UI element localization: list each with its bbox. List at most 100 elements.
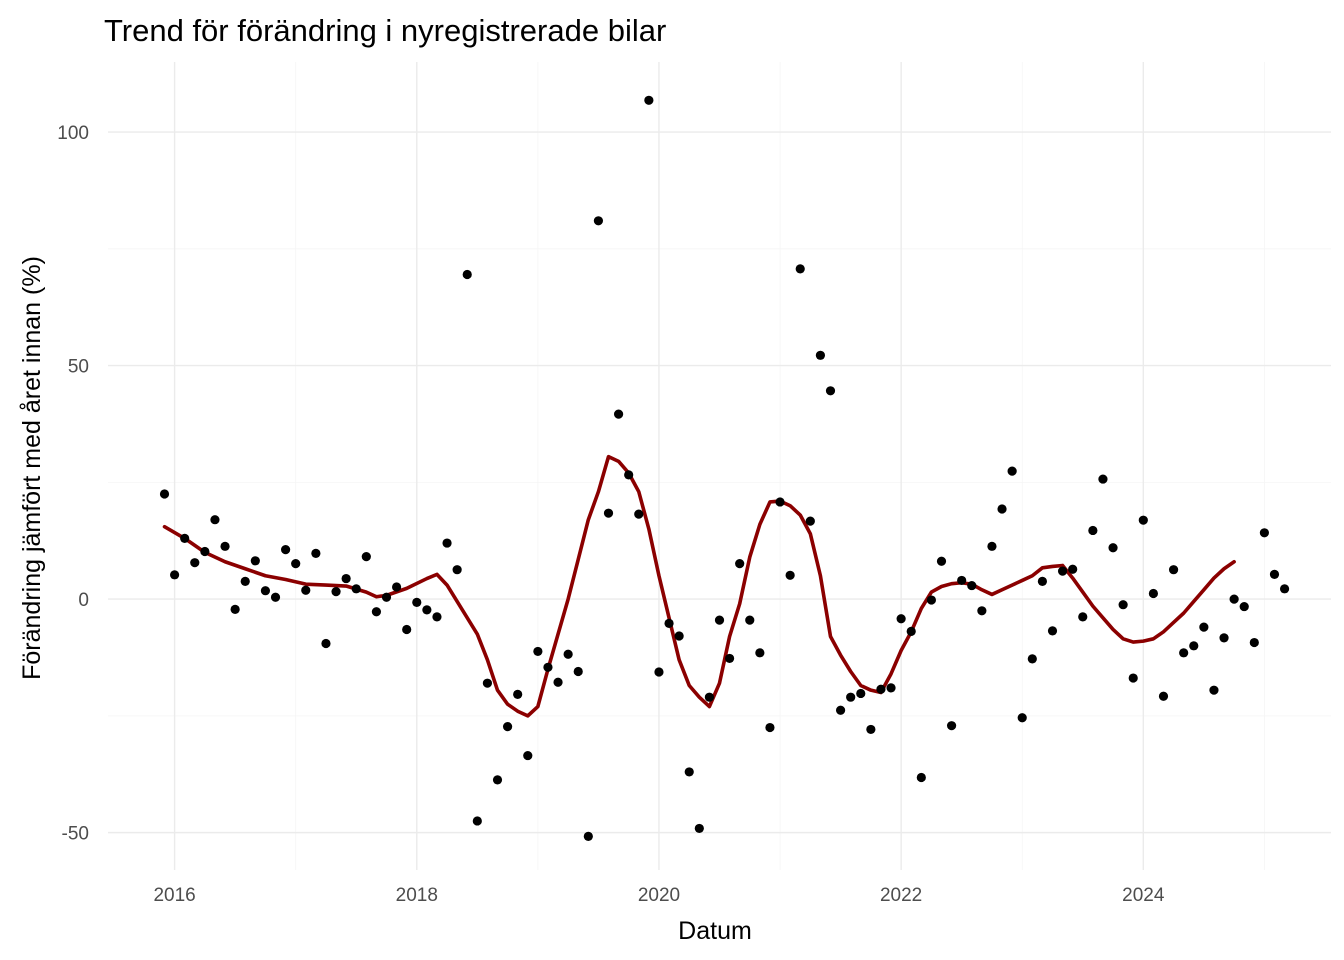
data-point bbox=[250, 556, 260, 566]
data-point bbox=[331, 587, 341, 597]
data-point bbox=[1148, 588, 1158, 599]
data-point bbox=[755, 648, 765, 658]
data-point bbox=[422, 605, 432, 615]
data-point bbox=[593, 216, 604, 226]
data-point bbox=[533, 646, 543, 657]
data-point bbox=[1158, 691, 1169, 701]
trend-layer bbox=[162, 454, 1236, 718]
x-tick-label: 2022 bbox=[880, 885, 922, 906]
data-point bbox=[946, 721, 957, 731]
data-point bbox=[866, 724, 876, 735]
data-point bbox=[402, 624, 412, 635]
data-point bbox=[684, 767, 694, 777]
data-point bbox=[906, 626, 916, 636]
data-point bbox=[180, 533, 190, 543]
data-point bbox=[1108, 543, 1118, 553]
data-point bbox=[745, 615, 755, 625]
data-point bbox=[311, 548, 321, 558]
data-point bbox=[492, 775, 503, 785]
data-point bbox=[1219, 633, 1229, 643]
data-point bbox=[775, 497, 785, 507]
data-point bbox=[704, 692, 715, 702]
data-point bbox=[977, 606, 987, 616]
data-point bbox=[1027, 654, 1037, 664]
data-point bbox=[553, 677, 563, 687]
trend-line bbox=[162, 454, 1236, 718]
data-point bbox=[1118, 600, 1128, 610]
data-point bbox=[987, 541, 997, 551]
y-tick-label: 50 bbox=[68, 357, 89, 378]
data-point bbox=[856, 688, 866, 699]
data-point bbox=[281, 545, 291, 555]
data-point bbox=[876, 684, 886, 694]
data-point bbox=[1057, 566, 1068, 576]
data-point bbox=[1209, 685, 1219, 695]
data-point bbox=[1269, 569, 1280, 579]
data-point bbox=[603, 508, 614, 518]
data-point bbox=[1128, 673, 1138, 683]
minor-grid bbox=[108, 62, 1331, 870]
data-point bbox=[543, 662, 553, 672]
data-point bbox=[260, 586, 271, 596]
data-point bbox=[513, 689, 523, 699]
data-point bbox=[613, 409, 624, 419]
data-point bbox=[916, 772, 926, 783]
data-point bbox=[957, 575, 967, 586]
y-tick-label: 100 bbox=[57, 123, 89, 144]
data-point bbox=[472, 816, 482, 826]
data-point bbox=[674, 631, 684, 641]
data-point bbox=[654, 667, 664, 677]
x-tick-label: 2018 bbox=[396, 885, 438, 906]
data-point bbox=[1088, 525, 1098, 536]
data-point bbox=[1189, 641, 1199, 651]
data-point bbox=[805, 516, 815, 526]
data-point bbox=[1098, 474, 1108, 484]
data-point bbox=[724, 653, 735, 664]
data-point bbox=[1078, 612, 1088, 622]
data-point bbox=[1239, 601, 1249, 612]
y-axis-ticks: -50 0 50 100 bbox=[57, 123, 89, 845]
data-point bbox=[997, 504, 1007, 514]
data-point bbox=[361, 552, 371, 562]
data-point bbox=[1138, 515, 1148, 525]
data-point bbox=[270, 592, 281, 602]
data-point bbox=[926, 595, 937, 605]
y-tick-label: -50 bbox=[62, 824, 89, 845]
y-axis-title: Förändring jämfört med året innan (%) bbox=[18, 256, 46, 680]
data-point bbox=[795, 264, 805, 274]
data-point bbox=[240, 576, 250, 586]
data-point bbox=[1199, 622, 1209, 632]
data-point bbox=[694, 823, 704, 834]
data-point bbox=[1068, 564, 1078, 574]
data-point bbox=[291, 559, 301, 569]
x-axis-title: Datum bbox=[678, 917, 752, 945]
data-point bbox=[573, 666, 583, 677]
data-point bbox=[482, 678, 493, 688]
data-point bbox=[502, 722, 513, 732]
data-point bbox=[624, 470, 634, 480]
data-point bbox=[220, 541, 230, 551]
data-point bbox=[321, 638, 331, 649]
x-tick-label: 2020 bbox=[638, 885, 680, 906]
x-tick-label: 2016 bbox=[153, 885, 195, 906]
data-point bbox=[381, 592, 392, 602]
data-point bbox=[190, 558, 200, 568]
data-point bbox=[825, 386, 836, 396]
data-point bbox=[815, 350, 826, 360]
data-point bbox=[886, 683, 896, 693]
data-point bbox=[442, 538, 452, 548]
data-point bbox=[664, 618, 674, 629]
data-point bbox=[210, 515, 220, 525]
data-point bbox=[1007, 466, 1017, 476]
data-point bbox=[1017, 713, 1027, 723]
data-point bbox=[341, 573, 351, 584]
data-point bbox=[644, 95, 654, 105]
points-layer bbox=[159, 95, 1290, 841]
data-point bbox=[583, 831, 593, 841]
chart-title: Trend för förändring i nyregistrerade bi… bbox=[104, 13, 666, 48]
data-point bbox=[392, 582, 402, 592]
data-point bbox=[896, 614, 906, 624]
data-point bbox=[1259, 528, 1269, 538]
